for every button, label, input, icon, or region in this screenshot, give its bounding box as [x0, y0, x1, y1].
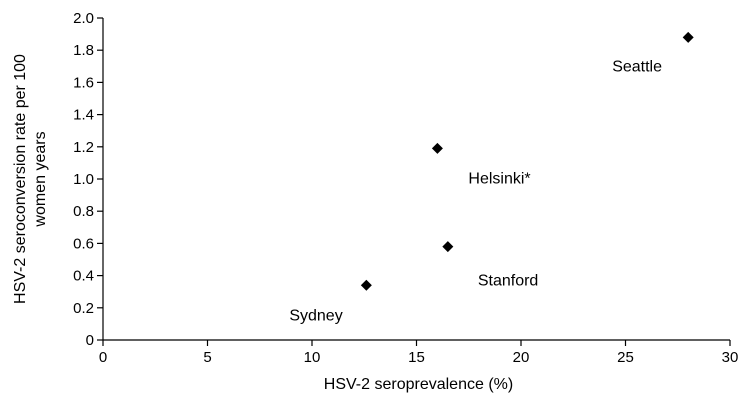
x-tick-label: 20	[513, 349, 530, 366]
data-point-label: Helsinki*	[468, 170, 530, 187]
x-tick-label: 15	[408, 349, 425, 366]
y-tick-label: 1.6	[73, 74, 94, 91]
x-tick-label: 0	[99, 349, 107, 366]
data-point-marker	[360, 279, 372, 291]
x-axis-title: HSV-2 seroprevalence (%)	[324, 376, 513, 393]
x-tick-label: 25	[617, 349, 634, 366]
data-point-marker	[442, 241, 454, 253]
y-tick-label: 1.0	[73, 171, 94, 188]
point-labels-layer: Sydney Helsinki* Stanford Seattle	[289, 58, 662, 324]
x-tick-label: 10	[304, 349, 321, 366]
data-point-marker	[431, 142, 443, 154]
ticks-layer: 0 0.2 0.4 0.6 0.8 1.0 1.2 1.4 1.6 1.8 2.0 0 5 10 15 20 2…	[73, 10, 738, 366]
y-tick-label: 0.2	[73, 300, 94, 317]
data-point-label: Sydney	[289, 307, 342, 324]
y-tick-label: 1.8	[73, 42, 94, 59]
y-tick-label: 0.8	[73, 203, 94, 220]
y-tick-label: 0.4	[73, 268, 94, 285]
y-axis-title-line-2: women years	[32, 131, 49, 227]
data-point-label: Seattle	[612, 58, 662, 75]
x-tick-label: 5	[203, 349, 211, 366]
data-point-marker	[682, 31, 694, 43]
y-tick-label: 2.0	[73, 10, 94, 27]
points-layer	[360, 31, 694, 291]
y-tick-label: 0	[86, 332, 94, 349]
y-axis-title-line-1: HSV-2 seroconversion rate per 100	[12, 54, 29, 304]
y-tick-label: 0.6	[73, 235, 94, 252]
y-tick-label: 1.2	[73, 139, 94, 156]
data-point-label: Stanford	[478, 273, 538, 290]
y-tick-label: 1.4	[73, 107, 94, 124]
x-tick-label: 30	[722, 349, 739, 366]
